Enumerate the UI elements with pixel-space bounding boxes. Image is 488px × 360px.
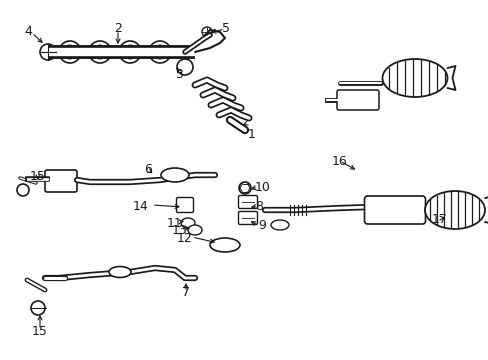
Ellipse shape	[424, 191, 484, 229]
Ellipse shape	[161, 168, 189, 182]
Text: 6: 6	[144, 163, 152, 176]
Text: 5: 5	[222, 22, 229, 35]
Text: 14: 14	[132, 200, 148, 213]
Ellipse shape	[187, 225, 202, 235]
Text: 17: 17	[431, 213, 447, 226]
FancyBboxPatch shape	[176, 198, 193, 212]
Text: 4: 4	[24, 25, 32, 38]
Text: 3: 3	[175, 68, 183, 81]
Ellipse shape	[109, 266, 131, 278]
Text: 15: 15	[30, 170, 46, 183]
FancyBboxPatch shape	[238, 195, 257, 208]
Text: 8: 8	[254, 200, 263, 213]
Text: 15: 15	[32, 325, 48, 338]
Ellipse shape	[181, 218, 195, 228]
Text: 2: 2	[114, 22, 122, 35]
Text: 9: 9	[258, 219, 265, 232]
FancyBboxPatch shape	[238, 211, 257, 225]
Ellipse shape	[209, 238, 240, 252]
Text: 16: 16	[331, 155, 347, 168]
FancyBboxPatch shape	[364, 196, 425, 224]
Text: 12: 12	[177, 232, 192, 245]
Text: 10: 10	[254, 181, 270, 194]
Text: 7: 7	[182, 286, 190, 299]
Text: 13: 13	[172, 224, 187, 237]
Ellipse shape	[382, 59, 447, 97]
FancyBboxPatch shape	[336, 90, 378, 110]
Circle shape	[239, 182, 250, 194]
Text: 11: 11	[167, 217, 183, 230]
FancyBboxPatch shape	[45, 170, 77, 192]
Text: 1: 1	[247, 128, 255, 141]
Ellipse shape	[270, 220, 288, 230]
